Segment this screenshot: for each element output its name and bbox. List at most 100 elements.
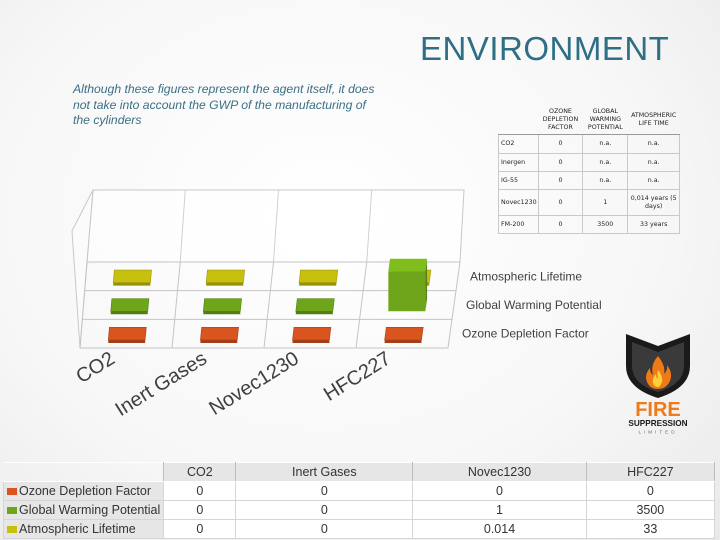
data-table-cell: 0 bbox=[163, 481, 237, 501]
bar-front bbox=[113, 282, 151, 286]
agent-properties-table: OZONE DEPLETION FACTOR GLOBAL WARMING PO… bbox=[498, 106, 680, 234]
agent-table-cell: FM-200 bbox=[498, 215, 539, 234]
agent-table-row: IG-55 0 n.a. n.a. bbox=[498, 171, 680, 190]
agent-table-cell: 3500 bbox=[582, 215, 629, 234]
data-table-row: Global Warming Potential 0 0 1 3500 bbox=[2, 500, 716, 520]
data-table-header-row: CO2 Inert Gases Novec1230 HFC227 bbox=[3, 462, 716, 482]
bar-top bbox=[384, 327, 424, 341]
bar-front bbox=[108, 339, 146, 343]
agent-table-cell: n.a. bbox=[582, 134, 629, 154]
data-table-cell: 0.014 bbox=[412, 519, 587, 539]
series-label: Global Warming Potential bbox=[466, 298, 602, 312]
floor-gridline bbox=[447, 261, 461, 349]
bar-front bbox=[384, 339, 422, 343]
bar-atmospheric-lifetime-inert-gases bbox=[205, 269, 246, 286]
chart-data-table: CO2 Inert Gases Novec1230 HFC227 Ozone D… bbox=[2, 462, 716, 539]
agent-table-row: Inergen 0 n.a. n.a. bbox=[498, 153, 680, 172]
floor-gridline bbox=[79, 261, 88, 349]
category-label: Novec1230 bbox=[205, 348, 302, 420]
data-table-cell: 0 bbox=[235, 519, 414, 539]
logo-text-suppression: SUPPRESSION bbox=[628, 419, 687, 428]
category-label: Inert Gases bbox=[112, 348, 211, 421]
bar-ozone-depletion-factor-inert-gases bbox=[200, 327, 239, 343]
agent-table-cell: 0 bbox=[537, 153, 584, 172]
bar-top bbox=[200, 327, 239, 341]
bar-global-warming-potential-co2 bbox=[110, 298, 150, 315]
logo-text-limited: LIMITED bbox=[638, 430, 677, 435]
legend-swatch bbox=[7, 507, 17, 515]
flame-core-icon bbox=[652, 370, 663, 387]
agent-table-cell: n.a. bbox=[627, 171, 680, 190]
agent-table-cell: 0,014 years (5 days) bbox=[627, 189, 680, 216]
agent-table-cell: IG-55 bbox=[498, 171, 539, 190]
agent-table-cell: 1 bbox=[582, 189, 629, 216]
floor-gridline bbox=[263, 261, 274, 349]
agent-table-cell: 0 bbox=[537, 215, 584, 234]
bar-side bbox=[425, 258, 428, 312]
agent-table-cell: Novec1230 bbox=[498, 189, 539, 216]
bar-top bbox=[202, 298, 242, 312]
bar-front bbox=[110, 311, 148, 315]
bar-front bbox=[292, 339, 330, 343]
data-table-column-header: Novec1230 bbox=[412, 462, 587, 482]
data-table-cell: 0 bbox=[412, 481, 587, 501]
chart-side-wall bbox=[71, 189, 94, 349]
agent-table-cell: 0 bbox=[537, 189, 584, 216]
bar-top bbox=[112, 269, 152, 283]
bar-global-warming-potential-novec1230 bbox=[295, 298, 335, 315]
data-table-cell: 0 bbox=[163, 519, 237, 539]
bar-front bbox=[295, 311, 333, 315]
bar-ozone-depletion-factor-novec1230 bbox=[292, 327, 332, 343]
agent-table-header: OZONE DEPLETION FACTOR bbox=[538, 106, 583, 135]
fire-suppression-logo: FIRE SUPPRESSION LIMITED bbox=[626, 334, 690, 435]
back-wall-gridline bbox=[366, 189, 373, 263]
data-table-cell: 33 bbox=[585, 519, 716, 539]
agent-table-cell: 0 bbox=[537, 134, 584, 154]
data-table-row: Atmospheric Lifetime 0 0 0.014 33 bbox=[2, 519, 716, 539]
data-table-cell: 1 bbox=[412, 500, 587, 520]
bar-top bbox=[298, 269, 339, 283]
agent-table-cell: 33 years bbox=[627, 215, 680, 234]
data-table-row: Ozone Depletion Factor 0 0 0 0 bbox=[2, 481, 716, 501]
bar-global-warming-potential-inert-gases bbox=[202, 298, 242, 315]
category-label: CO2 bbox=[72, 348, 119, 388]
chart-walls bbox=[71, 189, 465, 349]
data-table-cell: 0 bbox=[585, 481, 716, 501]
legend-swatch bbox=[7, 526, 17, 534]
agent-table-cell: n.a. bbox=[627, 134, 680, 154]
data-table-row-label: Ozone Depletion Factor bbox=[2, 481, 165, 501]
back-wall-gridline bbox=[273, 189, 279, 263]
agent-table-header: GLOBAL WARMING POTENTIAL bbox=[582, 106, 628, 135]
agent-table-cell: CO2 bbox=[498, 134, 539, 154]
agent-table-cell: 0 bbox=[537, 171, 584, 190]
slide-title: ENVIRONMENT bbox=[420, 30, 670, 67]
agent-table-cell: Inergen bbox=[498, 153, 539, 172]
bar-top bbox=[205, 269, 246, 283]
bar-ozone-depletion-factor-hfc227 bbox=[384, 327, 424, 343]
agent-table-header-row: OZONE DEPLETION FACTOR GLOBAL WARMING PO… bbox=[498, 106, 680, 135]
agent-table-cell: n.a. bbox=[582, 153, 629, 172]
legend-swatch bbox=[7, 488, 17, 496]
bar-front bbox=[206, 282, 244, 286]
bar-ozone-depletion-factor-co2 bbox=[107, 327, 147, 343]
agent-table-header bbox=[498, 106, 539, 135]
agent-table-cell: n.a. bbox=[582, 171, 629, 190]
bar-top bbox=[107, 327, 147, 341]
agent-table-row: FM-200 0 3500 33 years bbox=[498, 215, 680, 234]
agent-table-header: ATMOSPHERIC LIFE TIME bbox=[627, 106, 680, 135]
bar-front bbox=[200, 339, 238, 343]
data-table-column-header: HFC227 bbox=[585, 462, 716, 482]
bar-top bbox=[292, 327, 332, 341]
floor-gridline bbox=[171, 261, 181, 349]
bar-top bbox=[295, 298, 335, 312]
data-table-corner bbox=[3, 462, 165, 482]
slide-note: Although these figures represent the age… bbox=[73, 82, 375, 127]
data-table-cell: 0 bbox=[235, 481, 414, 501]
data-table-column-header: CO2 bbox=[163, 462, 237, 482]
category-label: HFC227 bbox=[320, 348, 395, 406]
agent-table-row: Novec1230 0 1 0,014 years (5 days) bbox=[498, 189, 680, 216]
bar-front bbox=[203, 311, 241, 315]
bar-front bbox=[388, 271, 426, 312]
data-table-cell: 3500 bbox=[585, 500, 716, 520]
